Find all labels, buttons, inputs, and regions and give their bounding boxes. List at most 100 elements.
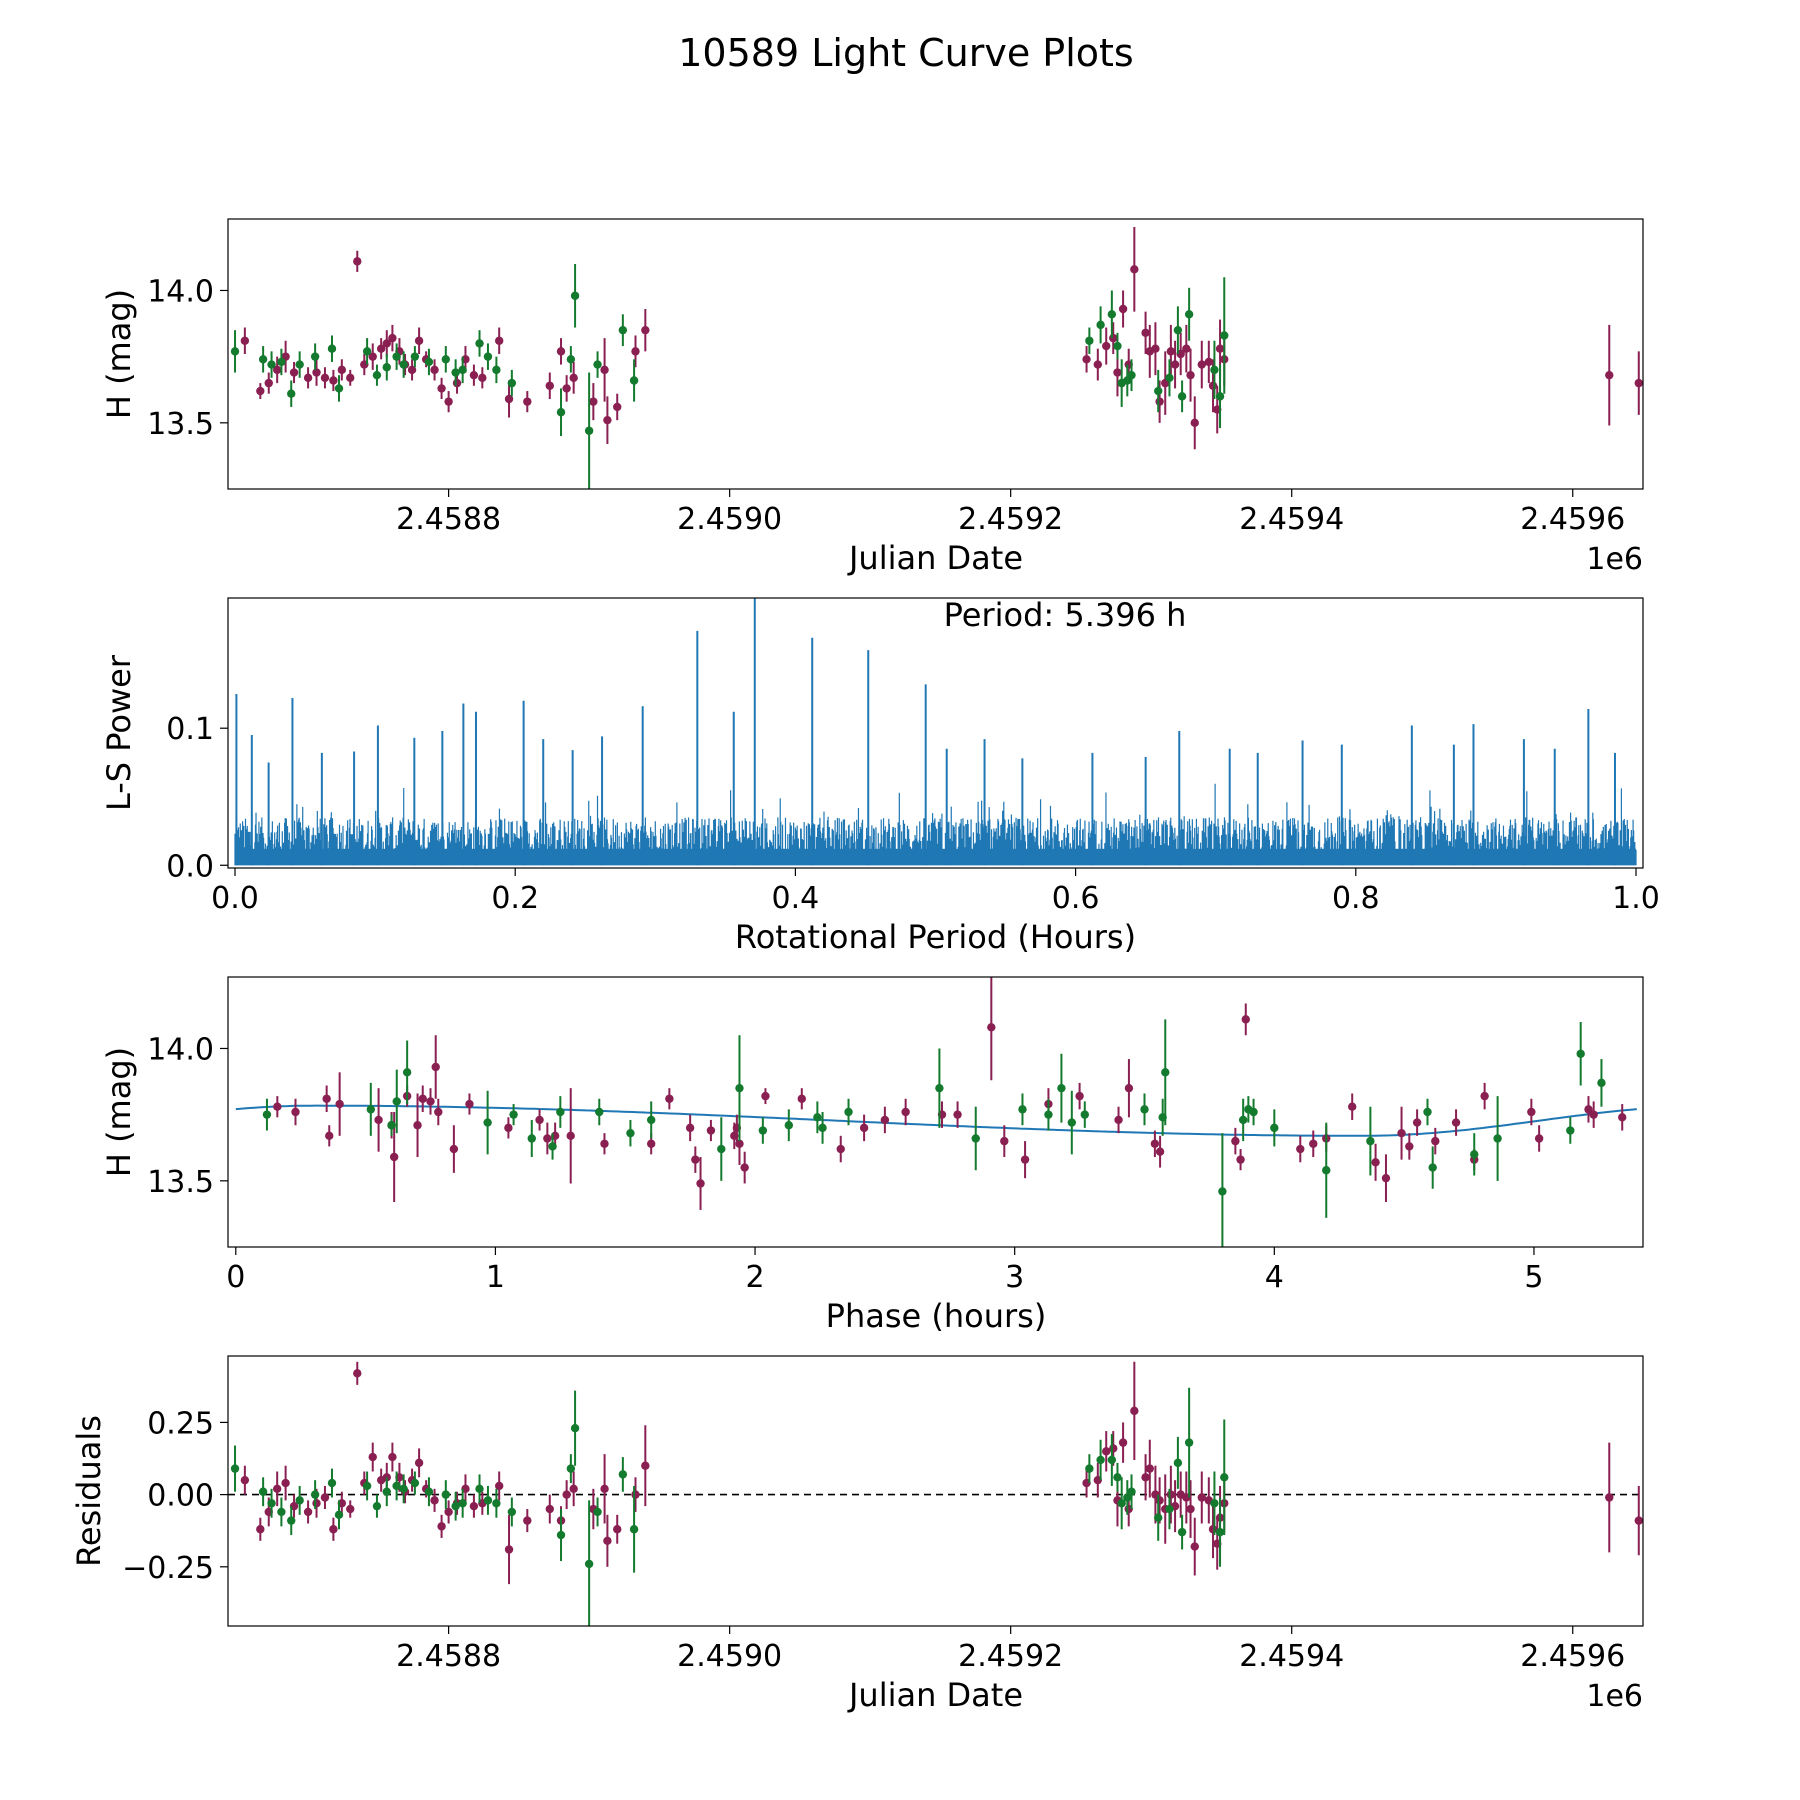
filter_b-data-point — [441, 355, 451, 364]
filter_a-data-point — [545, 1504, 554, 1514]
filter_b-data-point — [424, 1487, 434, 1496]
filter_b-data-point — [1215, 392, 1225, 401]
lightcurve-axes-frame — [227, 218, 1644, 490]
filter_a-data-point — [1186, 370, 1195, 380]
residuals-x-offset-label: 1e6 — [1586, 1679, 1643, 1714]
filter_a-data-point — [523, 1516, 532, 1525]
filter_a-data-point — [1109, 1444, 1118, 1453]
filter_a-data-point — [1215, 344, 1225, 353]
filter_b-data-point — [758, 1126, 768, 1135]
filter_a-data-point — [1204, 357, 1214, 367]
filter_a-data-point — [407, 365, 417, 375]
filter_a-data-point — [1113, 368, 1122, 377]
filter_b-data-point — [629, 376, 639, 385]
filter_a-data-point — [1634, 1516, 1643, 1525]
filter_b-data-point — [566, 355, 576, 364]
filter_a-data-point — [706, 1126, 716, 1135]
filter_b-data-point — [1057, 1083, 1066, 1093]
filter_a-data-point — [414, 1458, 424, 1468]
filter_b-data-point — [262, 1110, 272, 1119]
filter_a-data-point — [504, 394, 514, 404]
filter_a-data-point — [740, 1163, 749, 1172]
filter_b-data-point — [556, 1107, 565, 1117]
filter_b-data-point — [935, 1083, 944, 1093]
periodogram-ytick-label: 0.1 — [166, 712, 214, 747]
filter_b-data-point — [556, 1530, 566, 1540]
filter_a-data-point — [901, 1107, 910, 1117]
filter_a-data-point — [273, 1102, 282, 1111]
filter_b-data-point — [618, 1470, 628, 1479]
periodogram-xtick-label: 0.8 — [1332, 881, 1380, 916]
residuals-xtick-label: 2.4588 — [396, 1639, 501, 1674]
filter_b-data-point — [372, 370, 382, 380]
filter_a-data-point — [1155, 1147, 1165, 1156]
filter_b-data-point — [230, 347, 240, 356]
filter_b-data-point — [1220, 331, 1229, 340]
filter_b-data-point — [334, 1510, 344, 1520]
filter_a-data-point — [1166, 347, 1176, 356]
filter_b-data-point — [593, 360, 602, 369]
filter_b-data-point — [570, 1423, 580, 1433]
filter_a-data-point — [1589, 1110, 1598, 1119]
filter_b-data-point — [451, 368, 460, 377]
filter_a-data-point — [647, 1139, 656, 1148]
filter_a-data-point — [291, 1107, 300, 1117]
filter_b-data-point — [410, 1478, 420, 1488]
filter_b-data-point — [1215, 1527, 1225, 1537]
filter_b-data-point — [527, 1134, 536, 1143]
filter_a-data-point — [1118, 1438, 1128, 1447]
filter_b-data-point — [1096, 1455, 1105, 1465]
filter_b-data-point — [844, 1107, 853, 1117]
filter_a-data-point — [322, 1094, 331, 1103]
filter_b-data-point — [483, 1118, 492, 1127]
filter_a-data-point — [312, 1499, 321, 1508]
filter_a-data-point — [562, 384, 571, 393]
periodogram-ytick-label: 0.0 — [166, 849, 214, 884]
filter_a-data-point — [631, 1490, 640, 1499]
filter_a-data-point — [437, 384, 446, 393]
periodogram-axes-frame — [227, 597, 1644, 869]
filter_a-data-point — [569, 373, 578, 383]
filter_a-data-point — [1527, 1107, 1536, 1117]
filter_b-data-point — [584, 1559, 594, 1569]
filter_b-data-point — [310, 352, 320, 361]
residuals-axes-frame — [227, 1355, 1644, 1627]
phased-xtick-label: 2 — [746, 1260, 765, 1295]
filter_a-data-point — [1082, 355, 1091, 364]
filter_a-data-point — [1208, 381, 1218, 390]
filter_b-data-point — [392, 352, 401, 361]
filter_b-data-point — [971, 1134, 980, 1143]
filter_a-data-point — [469, 1501, 479, 1511]
filter_a-data-point — [1170, 360, 1180, 369]
filter_b-data-point — [570, 291, 580, 300]
residuals-panel: 2.4588 2.4590 2.4592 2.4594 2.4596 −0.25 0.00 0… — [70, 1355, 1644, 1714]
filter_a-data-point — [430, 1496, 439, 1505]
filter_b-data-point — [1085, 336, 1094, 345]
filter_a-data-point — [240, 336, 250, 345]
filter_b-data-point — [1044, 1110, 1053, 1119]
filter_b-data-point — [618, 325, 628, 335]
lightcurve-xtick-label: 2.4588 — [396, 502, 501, 537]
filter_a-data-point — [437, 1522, 446, 1531]
phased-xtick-label: 5 — [1524, 1260, 1543, 1295]
filter_b-data-point — [1218, 1187, 1227, 1196]
filter_b-data-point — [1107, 1455, 1117, 1465]
filter_b-data-point — [1113, 341, 1122, 351]
filter_a-data-point — [600, 365, 609, 375]
lightcurve-panel: 2.4588 2.4590 2.4592 2.4594 2.4596 13.5 14.0 J… — [100, 218, 1644, 577]
filter_a-data-point — [1197, 360, 1206, 369]
filter_b-data-point — [1576, 1049, 1585, 1058]
filter_a-data-point — [426, 1097, 435, 1106]
filter_a-data-point — [444, 397, 453, 406]
filter_a-data-point — [353, 1369, 362, 1378]
periodogram-xtick-label: 0.0 — [211, 881, 259, 916]
filter_a-data-point — [685, 1123, 695, 1133]
filter_a-data-point — [320, 1493, 330, 1502]
filter_b-data-point — [362, 1481, 372, 1491]
filter_a-data-point — [1150, 1139, 1160, 1148]
filter_a-data-point — [543, 1134, 552, 1143]
filter_a-data-point — [434, 1107, 443, 1117]
residuals-ticks: 2.4588 2.4590 2.4592 2.4594 2.4596 −0.25 0.00 0… — [122, 1406, 1625, 1674]
filter_a-data-point — [320, 373, 330, 383]
